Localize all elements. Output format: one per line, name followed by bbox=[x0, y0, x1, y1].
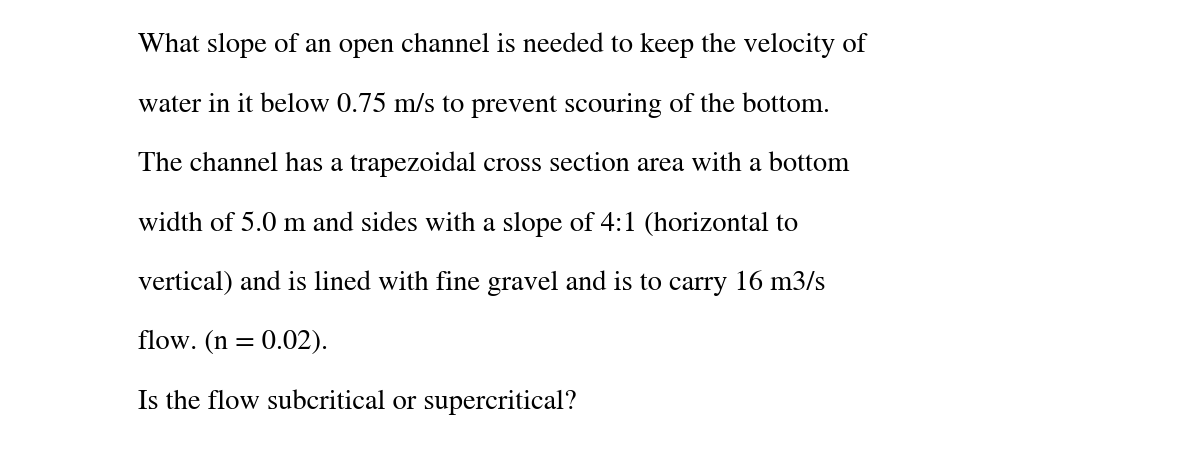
Text: flow. (n = 0.02).: flow. (n = 0.02). bbox=[138, 330, 328, 355]
Text: width of 5.0 m and sides with a slope of 4:1 (horizontal to: width of 5.0 m and sides with a slope of… bbox=[138, 211, 798, 237]
Text: Is the flow subcritical or supercritical?: Is the flow subcritical or supercritical… bbox=[138, 390, 576, 415]
Text: The channel has a trapezoidal cross section area with a bottom: The channel has a trapezoidal cross sect… bbox=[138, 152, 850, 177]
Text: vertical) and is lined with fine gravel and is to carry 16 m3/s: vertical) and is lined with fine gravel … bbox=[138, 271, 826, 296]
Text: water in it below 0.75 m/s to prevent scouring of the bottom.: water in it below 0.75 m/s to prevent sc… bbox=[138, 92, 830, 118]
Text: What slope of an open channel is needed to keep the velocity of: What slope of an open channel is needed … bbox=[138, 33, 866, 58]
